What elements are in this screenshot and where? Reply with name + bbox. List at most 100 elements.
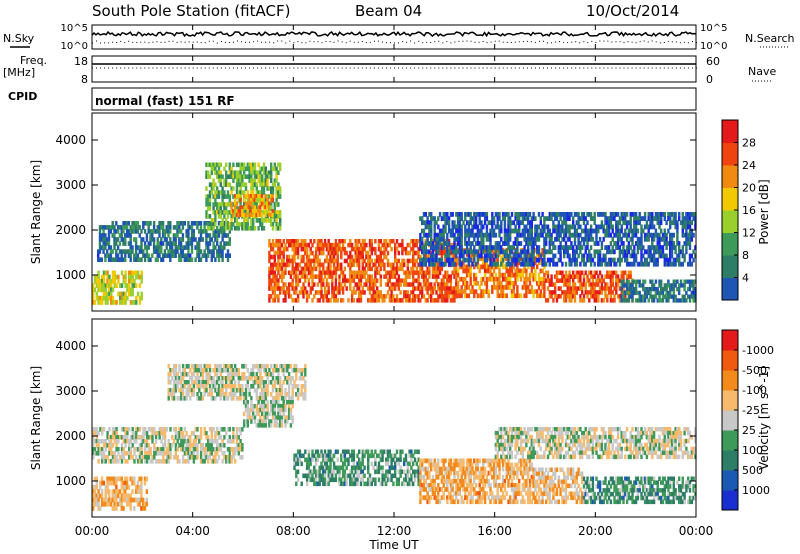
power-cell <box>275 190 278 195</box>
power-cell <box>244 205 248 210</box>
velocity-cell <box>104 484 107 490</box>
power-cell <box>530 236 533 242</box>
power-cell <box>514 212 517 217</box>
power-cell <box>270 282 273 287</box>
power-cell <box>266 197 269 203</box>
power-cell <box>483 289 487 294</box>
power-cell <box>99 287 102 293</box>
power-cell <box>554 274 557 279</box>
power-cell <box>343 239 347 244</box>
power-cell <box>651 257 654 263</box>
power-cell <box>485 228 489 234</box>
power-cell <box>455 224 458 230</box>
power-cell <box>421 241 424 246</box>
power-cell <box>392 262 395 268</box>
power-cell <box>336 262 339 268</box>
power-cell <box>252 202 255 207</box>
velocity-cell <box>199 459 203 464</box>
power-cell <box>523 228 526 234</box>
power-cell <box>314 290 318 295</box>
power-cell <box>350 246 354 252</box>
power-cell <box>216 186 219 191</box>
velocity-cell <box>203 451 206 456</box>
power-cell <box>230 186 233 191</box>
power-cell <box>507 272 510 278</box>
power-cell <box>350 278 354 283</box>
power-cell <box>616 236 620 242</box>
power-cell <box>160 221 163 226</box>
power-cell <box>334 274 338 279</box>
power-cell <box>588 290 591 295</box>
power-cell <box>143 241 147 246</box>
power-cell <box>136 270 140 276</box>
power-cell <box>136 245 140 250</box>
power-cell <box>100 225 103 230</box>
power-cell <box>275 278 278 283</box>
power-cell <box>620 224 623 230</box>
power-cell <box>327 274 330 279</box>
power-cell <box>422 257 426 263</box>
velocity-cell <box>205 435 208 440</box>
power-cell <box>539 228 542 234</box>
power-cell <box>507 285 510 290</box>
power-cell <box>629 236 632 242</box>
velocity-cell <box>92 447 95 452</box>
power-cell <box>113 274 116 280</box>
power-cell <box>214 257 217 262</box>
power-cell <box>624 294 627 299</box>
power-cell <box>430 224 433 230</box>
power-cell <box>573 228 577 234</box>
power-cell <box>138 257 141 262</box>
power-cell <box>458 232 462 238</box>
velocity-cell <box>131 455 134 460</box>
power-cell <box>212 210 215 215</box>
power-cell <box>460 264 463 270</box>
power-cell <box>670 241 674 246</box>
power-cell <box>615 274 618 279</box>
power-cell <box>210 186 213 191</box>
power-cell <box>140 291 143 297</box>
power-cell <box>275 282 278 287</box>
power-cell <box>98 225 102 230</box>
power-cell <box>115 229 118 234</box>
power-cell <box>620 298 623 303</box>
power-cell <box>107 245 111 250</box>
power-cell <box>512 228 515 234</box>
power-cell <box>368 278 372 283</box>
power-cell <box>331 242 334 248</box>
nsky-label: N.Sky <box>3 32 35 45</box>
velocity-cell <box>115 497 118 503</box>
velocity-cell <box>154 431 158 436</box>
power-cell <box>505 268 508 274</box>
power-cell <box>476 212 480 217</box>
power-cell <box>681 253 684 259</box>
power-cell <box>589 294 593 299</box>
power-cell <box>618 253 622 259</box>
power-cell <box>210 253 213 258</box>
power-cell <box>507 228 510 234</box>
power-cell <box>262 186 266 191</box>
power-cell <box>611 249 614 255</box>
power-cell <box>340 298 343 303</box>
power-cell <box>246 174 249 179</box>
power-cell <box>120 283 124 288</box>
power-cell <box>478 245 481 250</box>
velocity-cell <box>167 443 170 448</box>
power-cell <box>440 228 444 234</box>
power-cell <box>422 261 426 267</box>
power-cell <box>332 290 336 295</box>
power-cell <box>410 246 413 252</box>
power-cell <box>347 298 350 303</box>
power-cell <box>437 294 440 299</box>
power-cell <box>455 286 458 291</box>
power-cell <box>438 212 442 217</box>
power-cell <box>246 201 249 206</box>
velocity-cell <box>138 427 142 432</box>
power-cell <box>640 224 643 230</box>
power-cell <box>381 242 384 248</box>
power-cell <box>235 206 239 211</box>
power-cell <box>127 249 131 254</box>
power-cell <box>424 257 427 263</box>
power-cell <box>404 274 408 279</box>
power-cell <box>564 245 568 250</box>
